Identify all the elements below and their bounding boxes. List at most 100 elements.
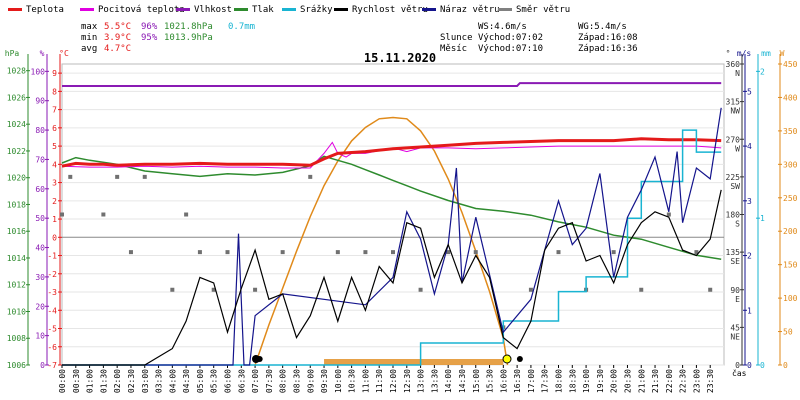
tick-label-temp: -4	[47, 306, 57, 315]
tick-label-hpa: 1018	[7, 200, 26, 209]
dir-point	[225, 250, 230, 255]
tick-label-hpa: 1020	[7, 174, 26, 183]
dir-point	[639, 287, 644, 292]
tick-label-ms: 5	[747, 87, 752, 96]
tick-label-time: 21:30	[651, 369, 660, 393]
tick-label-hpa: 1022	[7, 147, 26, 156]
tick-label-temp: 7	[52, 106, 57, 115]
tick-label-dir: W	[735, 144, 740, 153]
tick-label-time: 20:30	[623, 369, 632, 393]
dir-point	[170, 287, 175, 292]
dir-point	[528, 287, 533, 292]
tick-label-time: 00:30	[72, 369, 81, 393]
dir-point	[68, 174, 73, 179]
tick-label-time: 05:30	[210, 369, 219, 393]
stat-min-press: 1013.9hPa	[164, 33, 213, 43]
dir-point	[253, 287, 258, 292]
dir-point	[308, 174, 313, 179]
dir-point	[666, 212, 671, 217]
dir-point	[101, 212, 106, 217]
stat-avg-temp: 4.7°C	[104, 44, 131, 54]
tick-label-dir: 270	[726, 135, 741, 144]
tick-label-time: 13:30	[430, 369, 439, 393]
legend-label-press: Tlak	[252, 5, 274, 15]
info-moon-rise: Východ:07:10	[478, 44, 543, 54]
tick-label-temp: -5	[47, 325, 57, 334]
dir-point	[115, 174, 120, 179]
tick-label-time: 11:30	[375, 369, 384, 393]
tick-label-w: 100	[783, 294, 798, 303]
tick-label-temp: 6	[52, 124, 57, 133]
dir-point	[446, 250, 451, 255]
tick-label-ms: 2	[747, 252, 752, 261]
tick-label-time: 06:30	[237, 369, 246, 393]
tick-label-mm: 1	[760, 214, 765, 223]
tick-label-pct: 50	[35, 214, 45, 223]
stats-panel: max 5.5°C 96% 1021.8hPa 0.7mm min 3.9°C …	[81, 22, 255, 54]
tick-label-time: 23:00	[692, 369, 701, 393]
tick-label-dir: E	[735, 295, 740, 304]
tick-label-pct: 90	[35, 97, 45, 106]
sunset-marker	[502, 354, 512, 364]
stat-label-max: max	[81, 22, 98, 32]
tick-label-time: 05:00	[196, 369, 205, 393]
legend-swatch-rain	[282, 8, 296, 11]
legend-swatch-feel	[80, 8, 94, 11]
legend-label-feel: Pocitová teplota	[98, 5, 185, 15]
tick-label-temp: -3	[47, 288, 57, 297]
info-sun-rise: Východ:07:02	[478, 33, 543, 43]
tick-label-dir: 315	[726, 98, 741, 107]
dir-point	[60, 212, 64, 217]
series-gust	[62, 107, 722, 366]
legend: Teplota Pocitová teplota Vlhkost Tlak Srážky…	[8, 5, 570, 15]
tick-label-ms: 0	[747, 361, 752, 370]
dir-point	[184, 212, 189, 217]
series-solar-fill	[324, 359, 504, 365]
dir-point	[611, 250, 616, 255]
tick-label-time: 09:30	[320, 369, 329, 393]
stat-max-press: 1021.8hPa	[164, 22, 213, 32]
legend-swatch-wind	[334, 8, 348, 11]
tick-label-time: 03:00	[141, 369, 150, 393]
legend-label-rain: Srážky	[300, 5, 333, 15]
tick-label-dir: 225	[726, 173, 741, 182]
stat-max-hum: 96%	[141, 22, 158, 32]
tick-label-hpa: 1014	[7, 254, 26, 263]
tick-label-temp: -7	[47, 361, 57, 370]
tick-label-time: 08:30	[292, 369, 301, 393]
tick-label-w: 0	[783, 361, 788, 370]
info-moon-label: Měsíc	[440, 44, 467, 54]
dir-point	[197, 250, 202, 255]
tick-label-dir: N	[735, 69, 740, 78]
tick-label-time: 23:30	[706, 369, 715, 393]
tick-label-temp: 5	[52, 142, 57, 151]
tick-label-time: 02:00	[113, 369, 122, 393]
tick-label-temp: 9	[52, 69, 57, 78]
dir-point	[280, 250, 285, 255]
legend-swatch-gust	[422, 8, 436, 11]
tick-label-w: 250	[783, 194, 798, 203]
chart-title: 15.11.2020	[364, 51, 436, 65]
tick-label-time: 03:30	[155, 369, 164, 393]
stat-min-temp: 3.9°C	[104, 33, 131, 43]
tick-label-time: 10:30	[348, 369, 357, 393]
tick-label-w: 450	[783, 60, 798, 69]
tick-label-dir: 45	[730, 323, 740, 332]
tick-label-time: 06:00	[224, 369, 233, 393]
dir-point	[418, 287, 423, 292]
tick-label-time: 07:30	[265, 369, 274, 393]
tick-label-time: 01:30	[99, 369, 108, 393]
tick-label-time: 19:30	[596, 369, 605, 393]
dir-point	[142, 174, 147, 179]
moonrise-marker	[256, 356, 263, 362]
tick-label-ms: 4	[747, 142, 752, 151]
tick-label-mm: 2	[760, 67, 765, 76]
tick-label-time: 22:00	[665, 369, 674, 393]
tick-label-hpa: 1012	[7, 281, 26, 290]
tick-label-w: 50	[783, 328, 793, 337]
tick-label-time: 17:30	[541, 369, 550, 393]
tick-label-w: 200	[783, 227, 798, 236]
info-moon-set: Západ:16:36	[578, 44, 638, 54]
axis-unit-mm: mm	[761, 49, 771, 58]
